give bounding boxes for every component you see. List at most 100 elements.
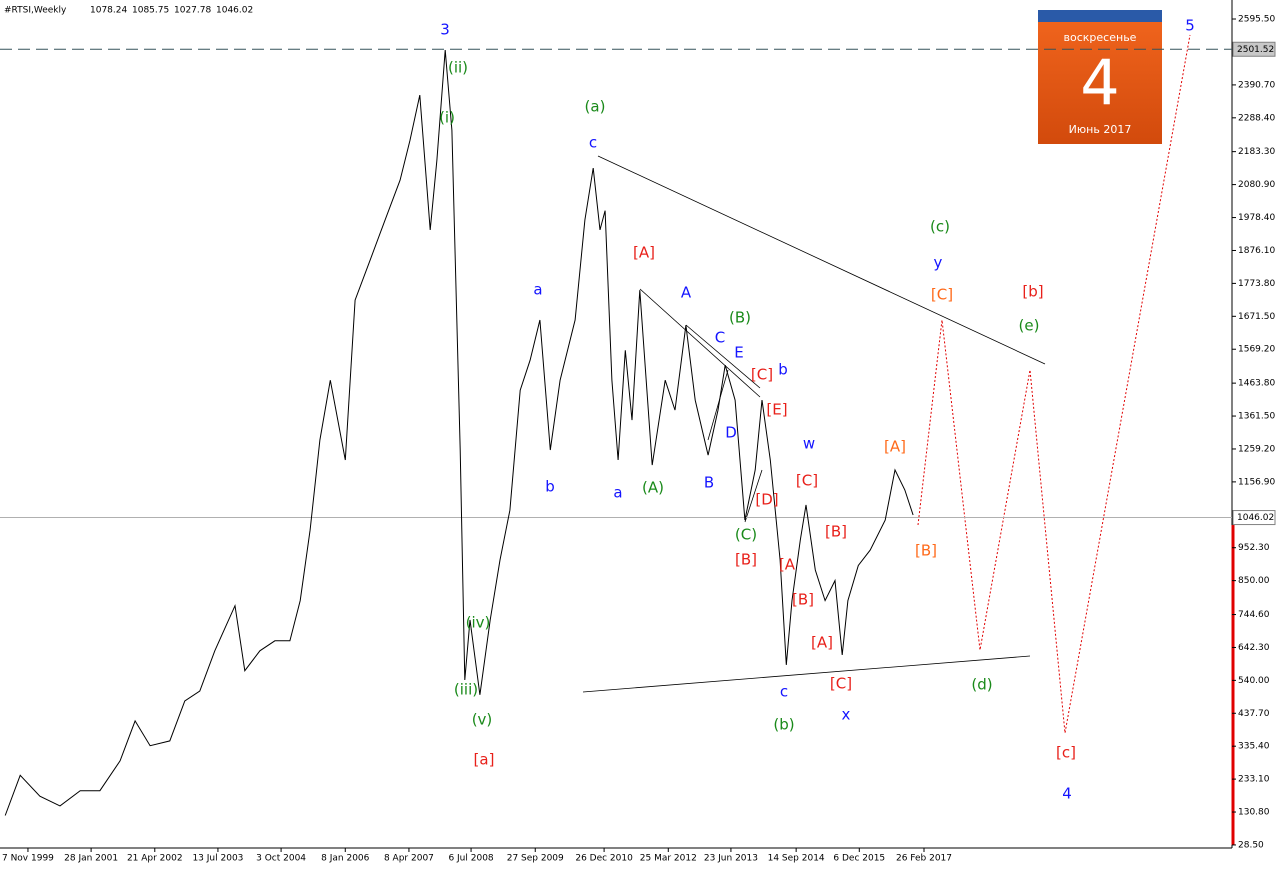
wave-label: [a] <box>474 751 495 769</box>
y-tick-label: 2080.90 <box>1238 180 1275 190</box>
wave-label: [C] <box>751 366 773 384</box>
y-tick-label: 335.40 <box>1238 742 1270 752</box>
ohlc-value: 1046.02 <box>216 6 253 16</box>
y-tick-label: 1156.90 <box>1238 477 1275 487</box>
y-tick-label: 1671.50 <box>1238 312 1275 322</box>
y-tick-label: 540.00 <box>1238 676 1270 686</box>
x-tick-label: 3 Oct 2004 <box>256 854 306 864</box>
x-tick-label: 26 Feb 2017 <box>896 854 952 864</box>
calendar-weekday: воскресенье <box>1064 31 1137 44</box>
wave-label: (B) <box>729 309 751 327</box>
y-tick-label: 1773.80 <box>1238 279 1275 289</box>
wave-label: (a) <box>585 98 606 116</box>
x-tick-label: 14 Sep 2014 <box>768 854 825 864</box>
wave-label: E <box>734 344 743 362</box>
y-tick-label: 2183.30 <box>1238 147 1275 157</box>
level-label-box <box>1232 41 1276 57</box>
y-tick-label: 130.80 <box>1238 808 1270 818</box>
y-tick-label: 2595.50 <box>1238 15 1275 25</box>
y-tick-label: 2288.40 <box>1238 113 1275 123</box>
wave-label: a <box>613 484 622 502</box>
wave-label: c <box>589 134 597 152</box>
wave-label: C <box>715 329 725 347</box>
wave-label: 4 <box>1062 785 1072 803</box>
x-tick-label: 27 Sep 2009 <box>507 854 564 864</box>
wave-label: c <box>780 683 788 701</box>
x-tick-label: 26 Dec 2010 <box>575 854 633 864</box>
y-tick-label: 1978.40 <box>1238 213 1275 223</box>
price-line <box>4 50 914 816</box>
calendar-day: 4 <box>1080 46 1119 119</box>
wave-label: a <box>533 281 542 299</box>
x-tick-label: 25 Mar 2012 <box>640 854 697 864</box>
x-tick-label: 21 Apr 2002 <box>127 854 183 864</box>
y-tick-label: 952.30 <box>1238 543 1270 553</box>
y-tick-label: 28.50 <box>1238 840 1264 850</box>
y-tick-label: 642.30 <box>1238 643 1270 653</box>
x-tick-label: 8 Apr 2007 <box>384 854 434 864</box>
wave-label: [C] <box>796 472 818 490</box>
wave-label: D <box>725 424 737 442</box>
x-tick-label: 7 Nov 1999 <box>2 854 54 864</box>
wave-label: [A] <box>811 634 833 652</box>
trend-line <box>685 324 761 389</box>
trend-line <box>582 655 1031 693</box>
x-tick-label: 23 Jun 2013 <box>704 854 758 864</box>
wave-label: (b) <box>773 716 794 734</box>
x-tick-label: 8 Jan 2006 <box>321 854 369 864</box>
y-tick-label: 1876.10 <box>1238 246 1275 256</box>
wave-label: [C] <box>931 286 953 304</box>
wave-label: b <box>778 361 788 379</box>
y-tick-label: 1463.80 <box>1238 379 1275 389</box>
wave-label: (e) <box>1019 317 1040 335</box>
calendar: воскресенье 4 Июнь 2017 <box>1038 10 1162 144</box>
trend-line <box>744 469 763 523</box>
calendar-box <box>1038 10 1162 144</box>
wave-label: (A) <box>642 479 664 497</box>
level-label-box <box>1232 510 1276 526</box>
wave-label: (iv) <box>466 614 491 632</box>
wave-label: B <box>704 474 714 492</box>
wave-label: [B] <box>915 542 937 560</box>
wave-label: [B] <box>825 523 847 541</box>
y-tick-label: 850.00 <box>1238 576 1270 586</box>
wave-label: y <box>934 254 943 272</box>
level-label: 1046.02 <box>1237 513 1274 523</box>
projection <box>917 34 1191 734</box>
wave-label: x <box>842 706 851 724</box>
x-tick-label: 6 Dec 2015 <box>833 854 885 864</box>
wave-label: [b] <box>1022 283 1043 301</box>
y-tick-label: 1569.20 <box>1238 345 1275 355</box>
wave-label: (iii) <box>454 681 478 699</box>
trend-line <box>707 369 729 441</box>
y-tick-label: 1259.20 <box>1238 444 1275 454</box>
wave-label: [E] <box>766 401 787 419</box>
wave-label: (v) <box>472 711 493 729</box>
wave-label: [c] <box>1056 744 1076 762</box>
wave-label: (C) <box>735 526 757 544</box>
wave-label: [D] <box>755 491 778 509</box>
wave-label: 5 <box>1185 17 1195 35</box>
x-tick-label: 13 Jul 2003 <box>192 854 243 864</box>
trend-line <box>639 288 761 398</box>
y-tick-label: 233.10 <box>1238 775 1270 785</box>
trend-line <box>597 155 1046 365</box>
wave-label: b <box>545 478 555 496</box>
wave-label: [A <box>779 556 796 574</box>
ohlc-value: 1078.24 <box>90 6 127 16</box>
y-tick-label: 744.60 <box>1238 610 1270 620</box>
chart-title: #RTSI,Weekly <box>4 6 67 16</box>
y-tick-label: 1361.50 <box>1238 412 1275 422</box>
wave-label: 3 <box>440 21 450 39</box>
calendar-rings <box>1038 10 1162 22</box>
ohlc-value: 1027.78 <box>174 6 211 16</box>
wave-label: (d) <box>971 676 992 694</box>
level-label: 2501.52 <box>1237 45 1274 55</box>
y-tick-label: 437.70 <box>1238 709 1270 719</box>
wave-label: [B] <box>792 591 814 609</box>
wave-label: w <box>803 435 815 453</box>
wave-label: (c) <box>930 218 950 236</box>
ohlc-value: 1085.75 <box>132 6 169 16</box>
